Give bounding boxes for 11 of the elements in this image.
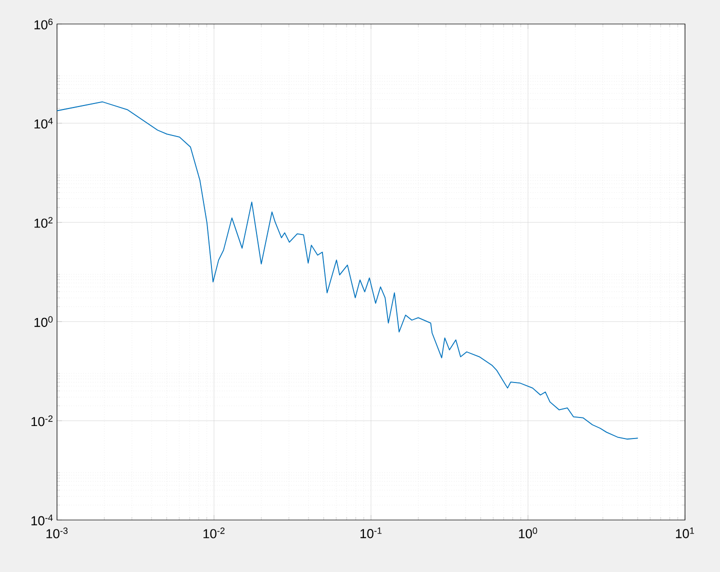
y-tick-label: 10$^{-4}$ — [32, 514, 53, 526]
y-tick-label: 10$^{2}$ — [34, 216, 53, 228]
x-tick-label: 10$^{-2}$ — [204, 528, 225, 538]
y-tick-label: 10$^{0}$ — [34, 316, 53, 327]
x-tick-label: 10$^{1}$ — [676, 528, 694, 538]
x-tick-label: 10$^{-1}$ — [360, 528, 382, 538]
y-tick-label: 10$^{4}$ — [34, 118, 53, 129]
y-tick-label: 10$^{-2}$ — [32, 415, 53, 426]
x-tick-label: 10$^{-3}$ — [46, 528, 68, 538]
x-tick-label: 10$^{0}$ — [519, 528, 538, 538]
y-tick-label: 10$^{6}$ — [34, 18, 53, 30]
